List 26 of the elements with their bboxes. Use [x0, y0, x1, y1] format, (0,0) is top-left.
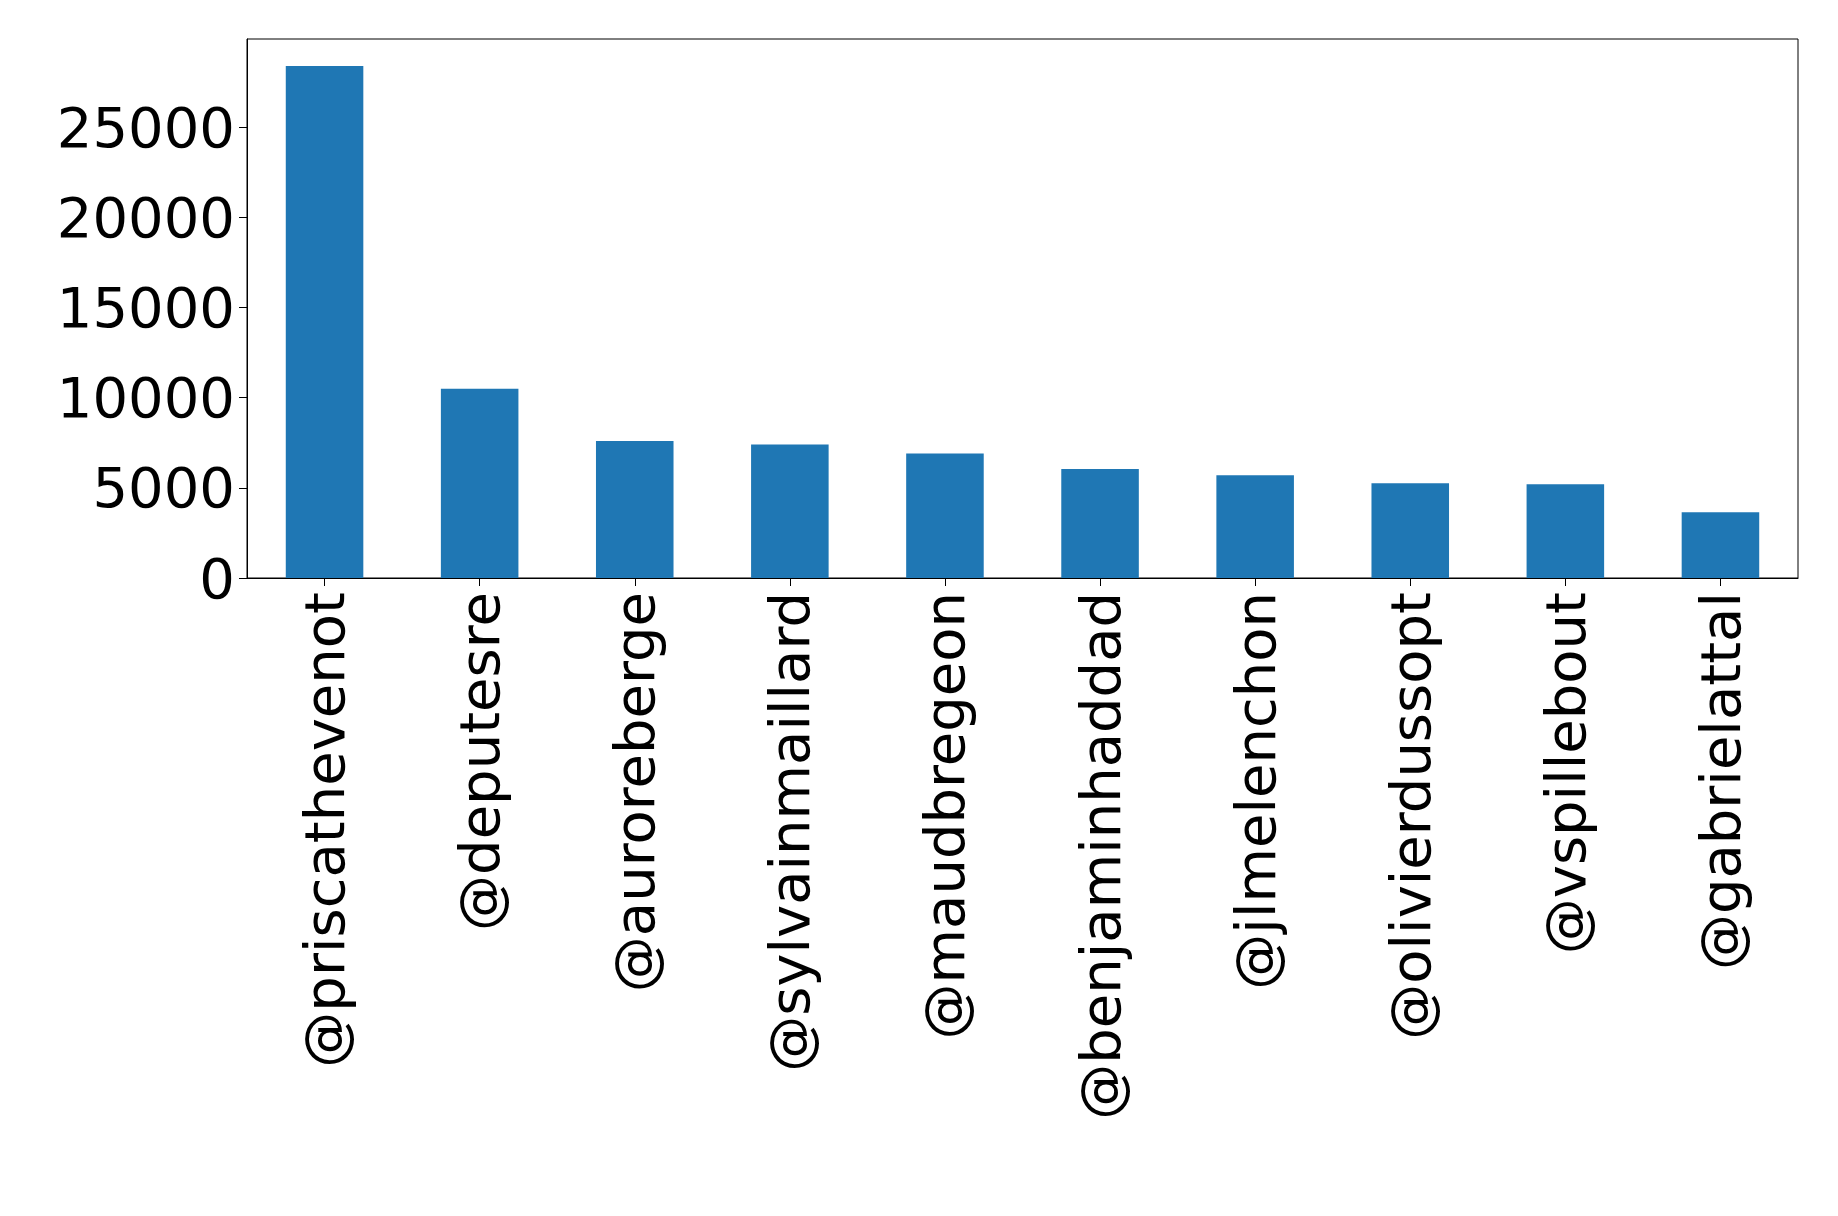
x-tick-label: @priscathevenot — [292, 592, 358, 1068]
x-tick-label: @vspillebout — [1532, 592, 1598, 955]
bar — [1216, 475, 1294, 578]
bar — [285, 66, 364, 578]
bar — [440, 388, 519, 578]
x-tick-label: @olivierdussopt — [1377, 592, 1443, 1040]
x-tick-label: @maudbregeon — [912, 592, 978, 1040]
x-tick-label: @benjaminhaddad — [1067, 592, 1133, 1120]
x-tick-label: @deputesre — [447, 592, 513, 931]
y-tick-label: 0 — [199, 545, 235, 611]
bar — [751, 444, 829, 578]
y-tick-label: 10000 — [56, 365, 235, 431]
y-tick-label: 20000 — [56, 184, 235, 250]
bar — [595, 441, 674, 578]
x-tick-label: @jlmelenchon — [1222, 592, 1288, 990]
bar — [1061, 468, 1139, 578]
bar — [1526, 484, 1605, 578]
bar — [906, 453, 984, 578]
y-tick-label: 25000 — [56, 94, 235, 160]
y-tick-label: 15000 — [56, 275, 235, 341]
y-tick-label: 5000 — [92, 455, 235, 521]
x-tick-label: @gabrielattal — [1687, 592, 1753, 971]
x-tick-label: @auroreberge — [602, 592, 668, 993]
bar — [1681, 512, 1760, 578]
x-tick-label: @sylvainmaillard — [757, 592, 823, 1072]
bar — [1371, 483, 1450, 578]
